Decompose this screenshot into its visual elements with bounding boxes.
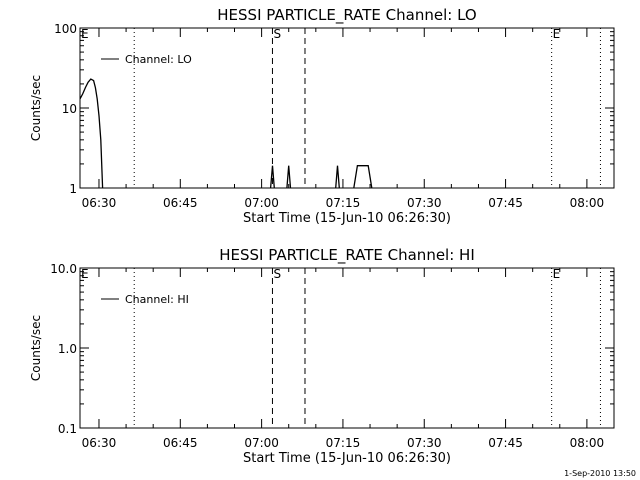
- chart-title: HESSI PARTICLE_RATE Channel: LO: [217, 6, 476, 25]
- x-tick-label: 06:30: [82, 436, 117, 450]
- marker-label-e: E: [553, 267, 561, 281]
- marker-label-s: S: [273, 267, 281, 281]
- x-axis-label: Start Time (15-Jun-10 06:26:30): [243, 451, 451, 466]
- marker-label-e: E: [81, 27, 89, 41]
- y-tick-label: 10: [62, 102, 77, 116]
- hi-channel-panel: HESSI PARTICLE_RATE Channel: HI 0.1 1.0 10.…: [29, 246, 615, 466]
- y-axis-label: Counts/sec: [29, 315, 43, 381]
- x-tick-label: 07:00: [244, 436, 279, 450]
- marker-label-e: E: [81, 267, 89, 281]
- x-tick-label: 07:00: [244, 196, 279, 210]
- x-tick-label: 08:00: [570, 436, 605, 450]
- y-tick-label: 100: [54, 22, 77, 36]
- x-tick-label: 07:15: [326, 436, 361, 450]
- x-tick-label: 07:45: [488, 436, 523, 450]
- series-line: [353, 165, 373, 189]
- x-tick-label: 06:30: [82, 196, 117, 210]
- legend-label: Channel: LO: [125, 53, 192, 66]
- x-tick-label: 06:45: [163, 436, 198, 450]
- chart-title: HESSI PARTICLE_RATE Channel: HI: [219, 246, 475, 265]
- x-tick-label: 07:30: [407, 196, 442, 210]
- series-line: [269, 165, 275, 189]
- plot-frame: [79, 267, 615, 429]
- series-line: [79, 78, 104, 189]
- marker-label-s: S: [273, 27, 281, 41]
- x-axis-label: Start Time (15-Jun-10 06:26:30): [243, 211, 451, 226]
- y-tick-label: 0.1: [58, 422, 77, 436]
- x-tick-label: 07:45: [488, 196, 523, 210]
- y-tick-label: 10.0: [50, 262, 77, 276]
- x-tick-label: 07:15: [326, 196, 361, 210]
- footer-timestamp: 1-Sep-2010 13:50: [564, 469, 636, 478]
- legend-label: Channel: HI: [125, 293, 189, 306]
- series-line: [335, 165, 340, 189]
- series-line: [286, 165, 292, 189]
- marker-label-e: E: [553, 27, 561, 41]
- y-axis-label: Counts/sec: [29, 75, 43, 141]
- x-tick-label: 07:30: [407, 436, 442, 450]
- x-tick-label: 06:45: [163, 196, 198, 210]
- y-tick-label: 1.0: [58, 342, 77, 356]
- lo-channel-panel: HESSI PARTICLE_RATE Channel: LO 1 10 100 Cou…: [29, 6, 615, 226]
- x-tick-label: 08:00: [570, 196, 605, 210]
- plot-frame: [79, 27, 615, 189]
- y-tick-label: 1: [69, 182, 77, 196]
